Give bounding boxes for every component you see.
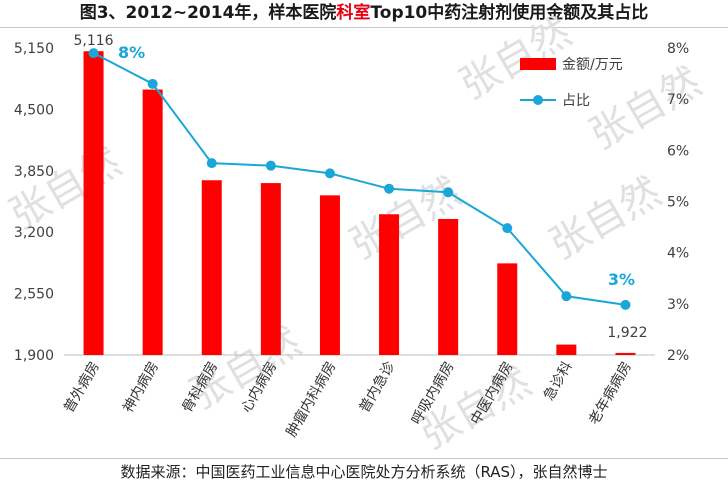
line-point: [88, 48, 99, 59]
watermark-text: 张自然: [2, 139, 129, 239]
y-left-tick-label: 5,150: [14, 41, 54, 57]
bar: [615, 352, 636, 355]
bar: [142, 89, 163, 355]
legend-line-label: 占比: [562, 93, 590, 109]
legend-line-marker: [533, 95, 543, 105]
bar-series: [83, 51, 636, 355]
bar: [83, 51, 104, 355]
y-left-tick-label: 2,550: [14, 287, 54, 303]
y-left-tick-label: 3,200: [14, 225, 54, 241]
line-point: [384, 183, 395, 194]
footer-divider: [0, 458, 728, 459]
y-left-tick-label: 1,900: [14, 348, 54, 364]
line-series: [88, 48, 631, 310]
y-right-tick-label: 3%: [667, 297, 689, 313]
y-right-tick-label: 7%: [667, 92, 689, 108]
y-right-tick-label: 5%: [667, 195, 689, 211]
watermark-text: 张自然: [542, 169, 669, 269]
bar: [319, 195, 340, 355]
chart-title: 图3、2012~2014年，样本医院科室Top10中药注射剂使用金额及其占比: [79, 3, 649, 23]
y-right-tick-label: 8%: [667, 41, 689, 57]
x-tick-label: 肿瘤内科病房: [283, 359, 340, 440]
y-right-tick-label: 4%: [667, 246, 689, 262]
line-point: [443, 187, 454, 198]
bar: [497, 263, 518, 355]
line-point: [620, 299, 631, 310]
line-point: [324, 168, 335, 179]
y-right-tick-label: 2%: [667, 348, 689, 364]
x-tick-label: 普内急诊: [357, 359, 399, 415]
y-axis-left: 1,900 2,550 3,200 3,850 4,500 5,150: [14, 41, 54, 364]
source-note: 数据来源：中国医药工业信息中心医院处方分析系统（RAS），张自然博士: [120, 463, 608, 481]
x-tick-label: 老年病病房: [586, 359, 635, 428]
title-highlight: 科室: [336, 3, 371, 23]
bar: [556, 344, 577, 355]
bar: [438, 218, 459, 355]
line-point: [502, 223, 513, 234]
bar: [260, 183, 281, 355]
x-axis: 普外病房 神内病房 骨科病房 心内病房 肿瘤内科病房 普内急诊 呼吸内病房 中医内病房 急诊科老…: [61, 359, 635, 440]
legend-bar-swatch: [520, 58, 556, 70]
pct-label-last: 3%: [608, 270, 635, 289]
y-left-tick-label: 4,500: [14, 102, 54, 118]
bar: [379, 214, 400, 355]
bar: [201, 180, 222, 355]
bar-value-label-first: 5,116: [74, 33, 114, 49]
legend-bar-label: 金额/万元: [562, 57, 623, 73]
line-path: [93, 52, 626, 306]
bar-value-label-last: 1,922: [607, 325, 647, 341]
x-tick-label: 急诊科: [541, 359, 576, 403]
y-right-tick-label: 6%: [667, 143, 689, 159]
title-divider: [0, 27, 728, 28]
line-point: [147, 78, 158, 89]
line-point: [265, 160, 276, 171]
watermark-text: 张自然: [452, 9, 579, 109]
line-point: [206, 158, 217, 169]
y-left-tick-label: 3,850: [14, 164, 54, 180]
x-tick-label: 普外病房: [61, 359, 103, 415]
watermark-text: 张自然: [582, 59, 709, 159]
pct-label-first: 8%: [118, 43, 145, 62]
line-point: [561, 291, 572, 302]
data-labels: 5,116 1,922 8% 3%: [74, 33, 648, 341]
x-tick-label: 神内病房: [120, 359, 162, 415]
y-axis-right: 2% 3% 4% 5% 6% 7% 8%: [667, 41, 689, 364]
